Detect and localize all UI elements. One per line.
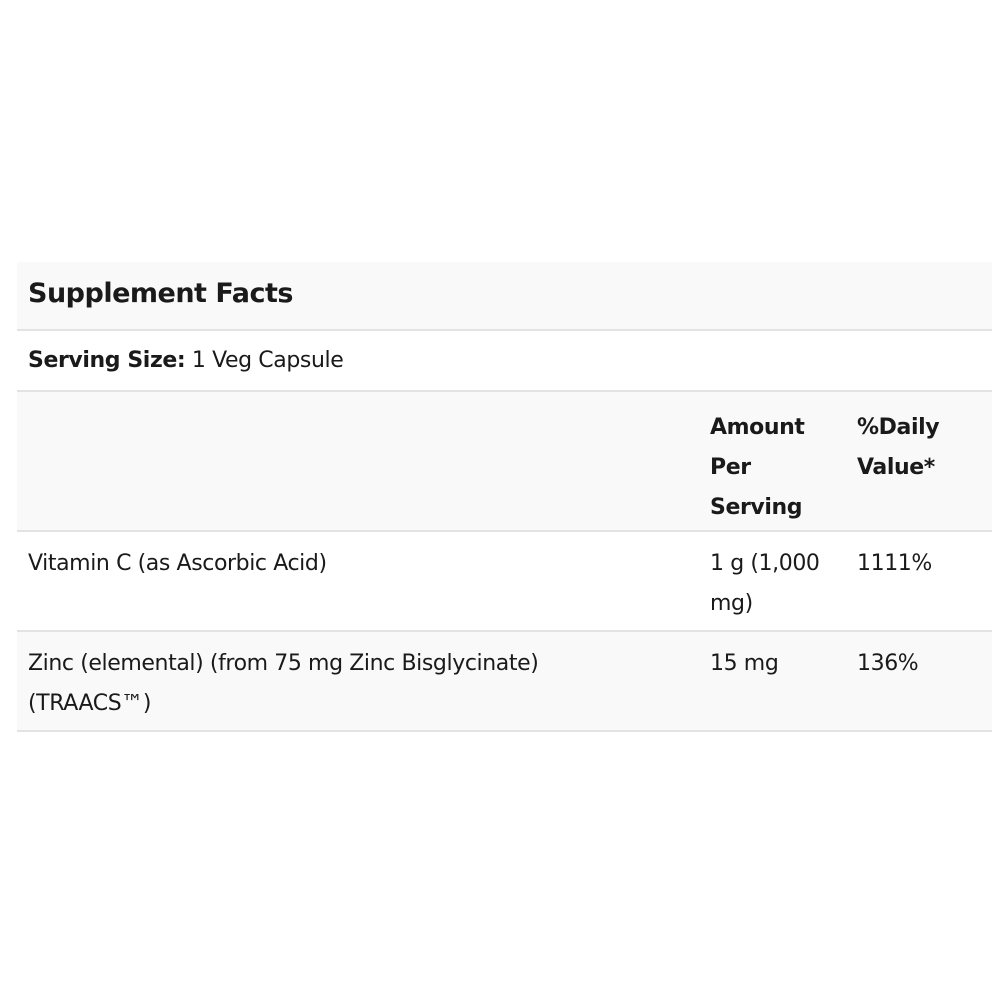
nutrient-name: Zinc (elemental) (from 75 mg Zinc Bisgly…: [28, 651, 539, 716]
serving-size-value: 1 Veg Capsule: [191, 348, 344, 373]
nutrient-daily-value: 136%: [857, 651, 919, 676]
table-row: Zinc (elemental) (from 75 mg Zinc Bisgly…: [17, 632, 992, 732]
table-title: Supplement Facts: [28, 278, 293, 309]
column-header-amount: Amount Per Serving: [710, 415, 805, 520]
nutrient-amount: 15 mg: [710, 651, 779, 676]
column-header-row: Amount Per Serving %Daily Value*: [17, 392, 992, 532]
nutrient-amount: 1 g (1,000 mg): [710, 551, 820, 616]
title-row: Supplement Facts: [17, 262, 992, 331]
serving-size-row: Serving Size: 1 Veg Capsule: [17, 331, 992, 392]
table-row: Vitamin C (as Ascorbic Acid) 1 g (1,000 …: [17, 532, 992, 632]
serving-size: Serving Size: 1 Veg Capsule: [28, 348, 344, 373]
nutrient-name: Vitamin C (as Ascorbic Acid): [28, 551, 327, 576]
nutrient-daily-value: 1111%: [857, 551, 932, 576]
supplement-facts-table: Supplement Facts Serving Size: 1 Veg Cap…: [17, 262, 992, 732]
column-header-daily-value: %Daily Value*: [857, 415, 940, 480]
serving-size-label: Serving Size:: [28, 348, 186, 373]
